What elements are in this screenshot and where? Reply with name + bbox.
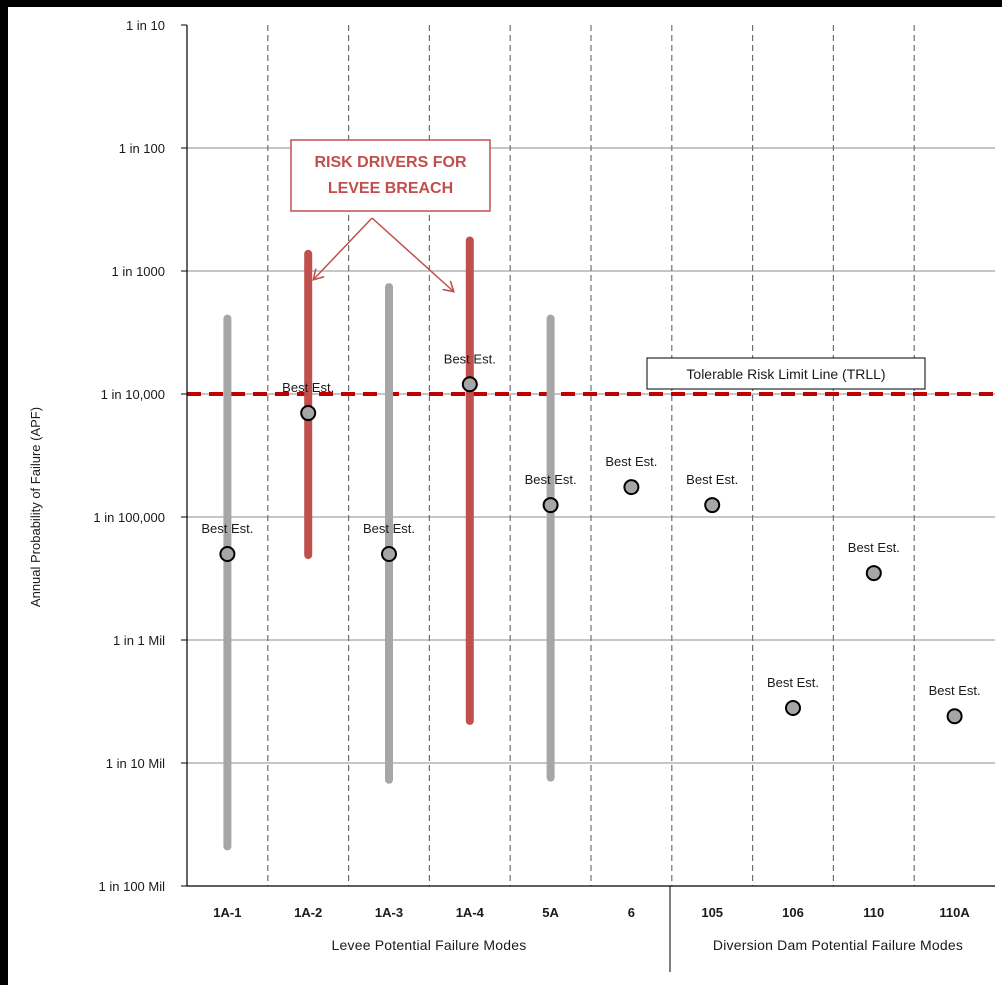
x-tick-label-105: 105 bbox=[701, 905, 723, 920]
y-tick-label-3: 1 in 10,000 bbox=[101, 387, 165, 402]
y-axis-title: Annual Probability of Failure (APF) bbox=[28, 407, 43, 607]
trll-label: Tolerable Risk Limit Line (TRLL) bbox=[646, 357, 926, 390]
group-label-diversion-dam: Diversion Dam Potential Failure Modes bbox=[713, 937, 963, 953]
y-tick-label-1: 1 in 100 bbox=[119, 141, 165, 156]
y-tick-label-6: 1 in 10 Mil bbox=[106, 756, 165, 771]
x-tick-label-1a-2: 1A-2 bbox=[294, 905, 322, 920]
callout-line-2: LEVEE BREACH bbox=[328, 180, 453, 197]
y-tick-label-5: 1 in 1 Mil bbox=[113, 633, 165, 648]
callout-box bbox=[290, 139, 491, 212]
best-estimate-label-1a-1: Best Est. bbox=[201, 521, 253, 536]
best-estimate-point-1a-1 bbox=[219, 546, 236, 563]
range-bars bbox=[223, 236, 555, 851]
best-estimate-point-1a-4 bbox=[461, 376, 478, 393]
best-estimate-label-110: Best Est. bbox=[848, 540, 900, 555]
best-estimate-label-6: Best Est. bbox=[605, 454, 657, 469]
group-label-levee: Levee Potential Failure Modes bbox=[332, 937, 527, 953]
y-tick-label-7: 1 in 100 Mil bbox=[99, 879, 166, 894]
best-estimate-label-1a-3: Best Est. bbox=[363, 521, 415, 536]
x-tick-label-1a-1: 1A-1 bbox=[213, 905, 241, 920]
callout-arrow-1a-2 bbox=[314, 217, 373, 279]
y-tick-label-4: 1 in 100,000 bbox=[93, 510, 165, 525]
trll-label-box bbox=[646, 357, 926, 390]
best-estimate-label-106: Best Est. bbox=[767, 675, 819, 690]
x-tick-label-1a-4: 1A-4 bbox=[456, 905, 485, 920]
y-tick-label-0: 1 in 10 bbox=[126, 18, 165, 33]
x-tick-label-110: 110 bbox=[863, 905, 884, 920]
best-estimate-point-1a-3 bbox=[381, 546, 397, 563]
x-tick-label-110a: 110A bbox=[939, 905, 970, 920]
grid-layer bbox=[187, 25, 995, 886]
best-estimate-label-5a: Best Est. bbox=[525, 472, 577, 487]
x-tick-label-106: 106 bbox=[782, 905, 804, 920]
y-tick-label-2: 1 in 1000 bbox=[112, 264, 166, 279]
best-estimate-point-105 bbox=[704, 497, 721, 514]
best-estimate-label-1a-2: Best Est. bbox=[282, 380, 334, 395]
callout-line-1: RISK DRIVERS FOR bbox=[314, 154, 466, 171]
best-estimate-point-110 bbox=[865, 565, 882, 582]
x-tick-label-1a-3: 1A-3 bbox=[375, 905, 403, 920]
best-estimate-point-5a bbox=[542, 497, 559, 514]
best-estimate-point-6 bbox=[623, 479, 640, 496]
best-estimate-point-110a bbox=[946, 708, 963, 725]
best-estimate-point-1a-2 bbox=[300, 405, 317, 422]
best-estimate-label-1a-4: Best Est. bbox=[444, 351, 496, 366]
risk-drivers-callout: RISK DRIVERS FOR LEVEE BREACH bbox=[290, 139, 491, 291]
x-tick-label-5a: 5A bbox=[542, 905, 559, 920]
callout-arrow-1a-4 bbox=[371, 217, 453, 291]
best-estimate-label-105: Best Est. bbox=[686, 472, 738, 487]
best-estimate-point-106 bbox=[785, 699, 801, 716]
x-tick-label-6: 6 bbox=[628, 905, 635, 920]
best-estimate-label-110a: Best Est. bbox=[929, 683, 981, 698]
axes: 1 in 10 1 in 100 1 in 1000 1 in 10,000 1 in … bbox=[93, 18, 995, 920]
trll-label-text: Tolerable Risk Limit Line (TRLL) bbox=[686, 366, 885, 382]
best-estimate-points: Best Est. Best Est. Best Est. Best Est. Best… bbox=[201, 351, 981, 725]
